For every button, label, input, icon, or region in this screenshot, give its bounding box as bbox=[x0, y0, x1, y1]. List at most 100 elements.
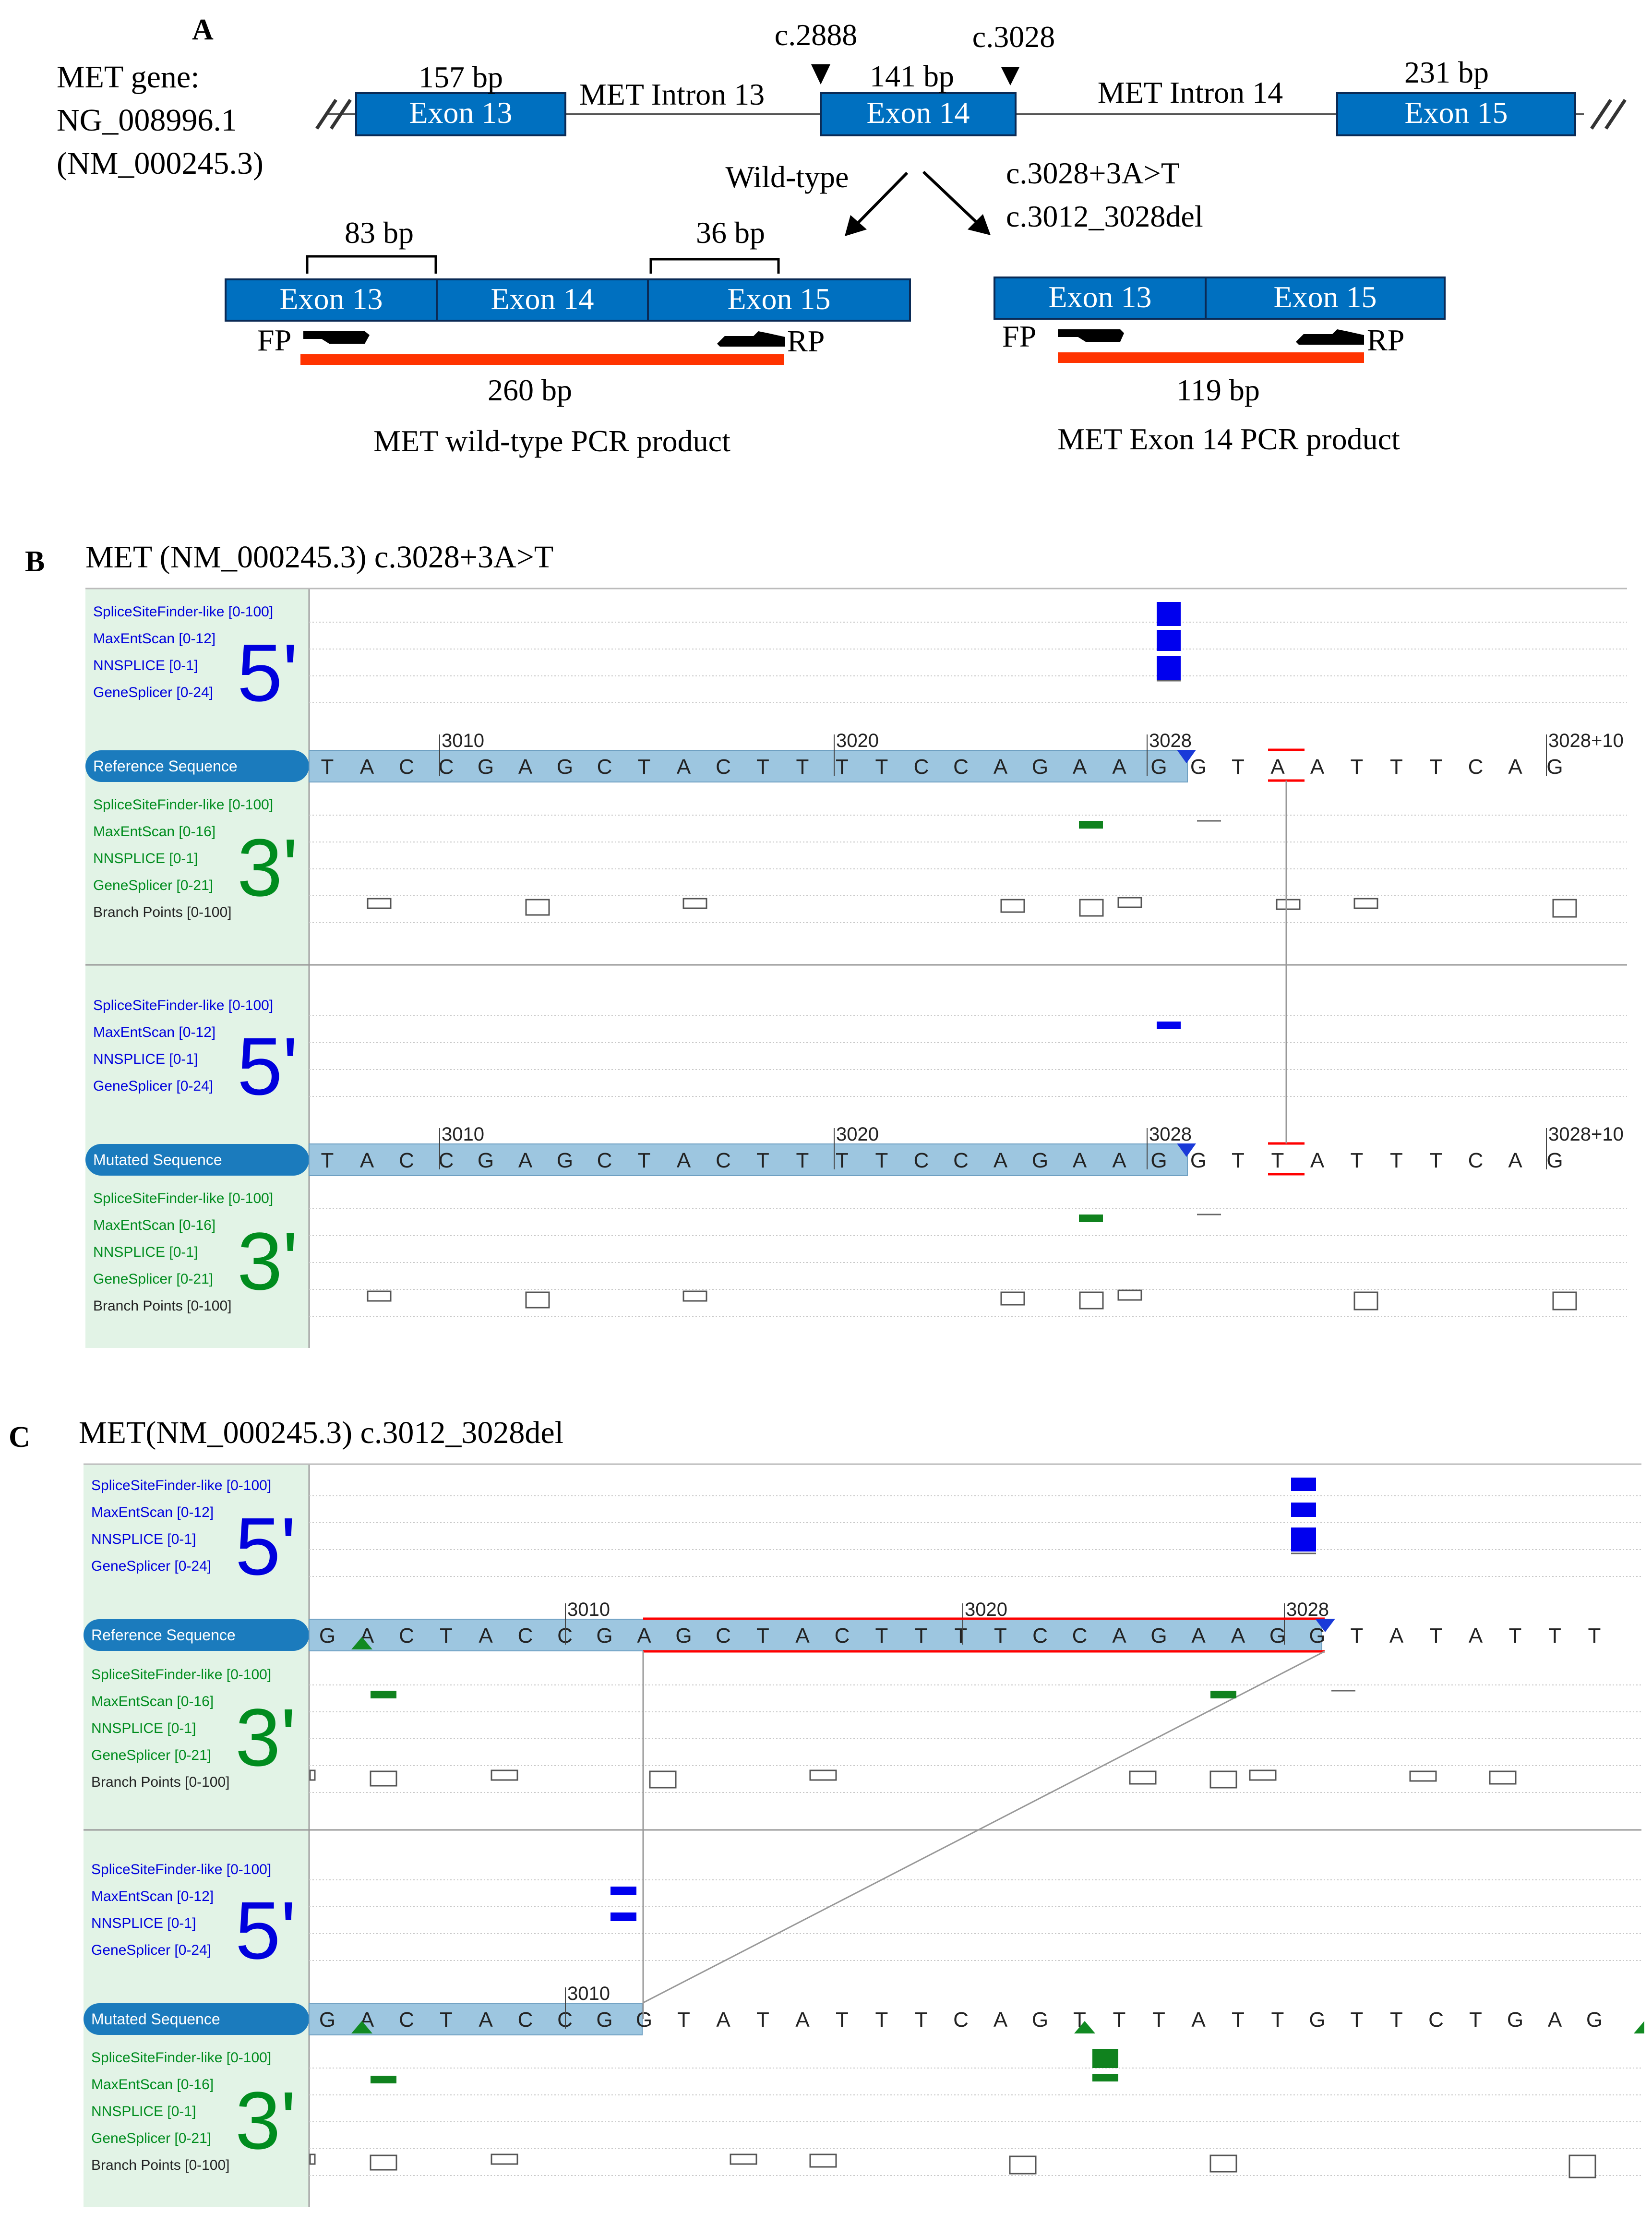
c-mut-3p-label-4: Branch Points [0-100] bbox=[91, 2157, 230, 2173]
panel-b: B MET (NM_000245.3) c.3028+3A>T SpliceSi… bbox=[25, 540, 1627, 1348]
c-ref-5p-label-1: MaxEntScan [0-12] bbox=[91, 1504, 214, 1520]
c-mut-base-12: A bbox=[795, 2008, 810, 2032]
c-mut-3p-score-1 bbox=[1092, 2049, 1118, 2068]
wt-rp-primer-icon bbox=[717, 331, 785, 347]
b-mut-tick-label-1: 3020 bbox=[836, 1124, 879, 1145]
b-ref-base-16: C bbox=[953, 755, 969, 779]
panel-a: A MET gene: NG_008996.1 (NM_000245.3) Ex… bbox=[57, 13, 1627, 458]
c-mut-base-29: T bbox=[1469, 2008, 1482, 2032]
b-ref-base-28: T bbox=[1430, 755, 1443, 779]
c-mut-branch-point-0 bbox=[309, 2153, 316, 2165]
c-mut-base-13: T bbox=[836, 2008, 849, 2032]
c-ref-branch-point-2 bbox=[491, 1769, 518, 1781]
c-mut-base-21: T bbox=[1152, 2008, 1165, 2032]
b-mut-5p-label-2: NNSPLICE [0-1] bbox=[93, 1051, 198, 1067]
b-mut-base-5: A bbox=[518, 1149, 533, 1172]
b-mut-branch-point-0 bbox=[367, 1290, 392, 1302]
c2888-label: c.2888 bbox=[775, 18, 857, 52]
wt-exon-15-label: Exon 15 bbox=[727, 282, 830, 316]
b-mut-base-19: A bbox=[1073, 1149, 1087, 1172]
c-ref-branch-point-7 bbox=[1249, 1769, 1277, 1781]
b-mut-base-10: C bbox=[716, 1149, 731, 1172]
c-mut-base-4: A bbox=[479, 2008, 493, 2032]
exon-13-label: Exon 13 bbox=[409, 96, 512, 130]
panel-b-title: MET (NM_000245.3) c.3028+3A>T bbox=[85, 540, 553, 575]
mut-pcr-caption: MET Exon 14 PCR product bbox=[1057, 422, 1400, 456]
c-ref-base-26: T bbox=[1351, 1624, 1364, 1648]
b-ref-seq-label: Reference Sequence bbox=[93, 758, 238, 775]
c-ref-five-prime: 5' bbox=[235, 1501, 296, 1592]
c-ref-5p-label-3: GeneSplicer [0-24] bbox=[91, 1558, 211, 1574]
c-mut-base-0: G bbox=[319, 2008, 335, 2032]
b-ref-base-23: T bbox=[1232, 755, 1245, 779]
b-mut-base-26: T bbox=[1351, 1149, 1364, 1172]
wt-exon-14-label: Exon 14 bbox=[491, 282, 594, 316]
c-ref-base-3: T bbox=[440, 1624, 453, 1648]
c-mut-3p-label-0: SpliceSiteFinder-like [0-100] bbox=[91, 2050, 271, 2066]
c-mut-base-22: A bbox=[1191, 2008, 1206, 2032]
gene-label-3: (NM_000245.3) bbox=[57, 146, 263, 181]
exon-15-box bbox=[1336, 92, 1576, 136]
b-mut-branch-point-7 bbox=[1552, 1291, 1577, 1311]
b-ref-5p-label-3: GeneSplicer [0-24] bbox=[93, 685, 213, 700]
b-ref-base-18: G bbox=[1032, 755, 1048, 779]
c-ref-seq-box bbox=[309, 1619, 1322, 1651]
c-ref-base-29: A bbox=[1469, 1624, 1483, 1648]
b-mut-base-25: A bbox=[1310, 1149, 1325, 1172]
wt-pcr-size: 260 bp bbox=[488, 373, 572, 407]
exon-15-size: 231 bp bbox=[1404, 55, 1489, 89]
b-ref-base-13: T bbox=[836, 755, 849, 779]
b-ref-three-prime: 3' bbox=[237, 822, 298, 914]
panel-c: C MET(NM_000245.3) c.3012_3028del Splice… bbox=[9, 1415, 1644, 2207]
b-ref-base-7: C bbox=[597, 755, 612, 779]
c-mut-base-28: C bbox=[1428, 2008, 1444, 2032]
c-mut-5p-score-0 bbox=[611, 1887, 636, 1895]
gene-label-1: MET gene: bbox=[57, 60, 200, 95]
c-mut-branch-point-3 bbox=[730, 2153, 757, 2165]
panel-c-left-column bbox=[84, 1464, 309, 2207]
b-mut-5p-label-3: GeneSplicer [0-24] bbox=[93, 1078, 213, 1094]
c-ref-base-22: A bbox=[1191, 1624, 1206, 1648]
c-ref-3p-label-3: GeneSplicer [0-21] bbox=[91, 1747, 211, 1763]
wt-pcr-caption: MET wild-type PCR product bbox=[373, 424, 730, 458]
b-ref-base-31: G bbox=[1546, 755, 1563, 779]
c-ref-base-28: T bbox=[1430, 1624, 1443, 1648]
b-ref-5p-score-2 bbox=[1157, 656, 1181, 680]
c-ref-base-15: T bbox=[915, 1624, 928, 1648]
c-ref-base-9: G bbox=[675, 1624, 692, 1648]
b-ref-base-22: G bbox=[1190, 755, 1207, 779]
c-ref-branch-point-8 bbox=[1409, 1770, 1437, 1782]
c-ref-base-5: C bbox=[518, 1624, 533, 1648]
c-mut-base-11: T bbox=[756, 2008, 769, 2032]
b-ref-base-4: G bbox=[478, 755, 494, 779]
b-ref-five-prime: 5' bbox=[237, 627, 298, 719]
wildtype-arrow-icon bbox=[845, 171, 909, 236]
intron-13-label: MET Intron 13 bbox=[579, 77, 765, 111]
wt-exon-13-box bbox=[225, 278, 438, 322]
b-ref-splice-mark-icon bbox=[1177, 750, 1196, 763]
b-mut-seq-label: Mutated Sequence bbox=[93, 1151, 222, 1168]
c-ref-three-prime: 3' bbox=[235, 1692, 296, 1783]
b-mut-5p-label-0: SpliceSiteFinder-like [0-100] bbox=[93, 998, 273, 1013]
mut-fp-label: FP bbox=[1002, 319, 1036, 353]
c-mut-3p-label-2: NNSPLICE [0-1] bbox=[91, 2104, 196, 2119]
b-ref-5p-label-0: SpliceSiteFinder-like [0-100] bbox=[93, 604, 273, 620]
b-ref-base-14: T bbox=[875, 755, 888, 779]
b-mut-tick-label-3: 3028+10 bbox=[1548, 1124, 1624, 1145]
b-ref-base-25: A bbox=[1310, 755, 1325, 779]
b-mut-branch-point-6 bbox=[1353, 1291, 1378, 1311]
b-mut-base-4: G bbox=[478, 1149, 494, 1172]
mut-pcr-bar bbox=[1058, 352, 1364, 363]
b-mut-base-1: A bbox=[360, 1149, 374, 1172]
b-ref-branch-point-4 bbox=[1079, 899, 1104, 917]
b-ref-base-12: T bbox=[796, 755, 809, 779]
break-right-icon bbox=[1590, 99, 1627, 130]
c-deletion-right-connector bbox=[643, 1650, 1325, 2004]
c-mut-5p-label-3: GeneSplicer [0-24] bbox=[91, 1942, 211, 1958]
c-ref-3p-score-0 bbox=[371, 1691, 396, 1698]
b-ref-branch-point-1 bbox=[525, 899, 550, 916]
c-ref-base-2: C bbox=[399, 1624, 414, 1648]
c-ref-base-27: A bbox=[1389, 1624, 1404, 1648]
b-mut-3p-label-0: SpliceSiteFinder-like [0-100] bbox=[93, 1191, 273, 1206]
c-mut-branch-point-2 bbox=[491, 2153, 518, 2165]
